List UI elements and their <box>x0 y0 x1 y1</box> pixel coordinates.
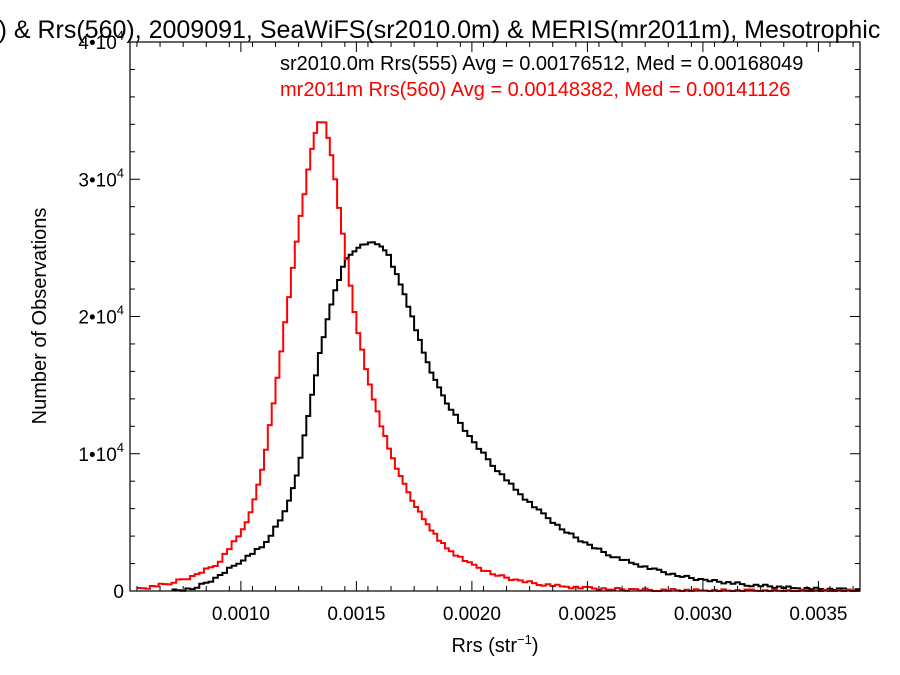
y-tick-label: 1•104 <box>78 440 124 466</box>
chart-title: Rrs(555) & Rrs(560), 2009091, SeaWiFS(sr… <box>0 16 880 44</box>
plot-area <box>129 41 861 592</box>
series-line-sr2010-rrs555 <box>171 241 860 592</box>
x-axis-label: Rrs (str−1) <box>451 632 538 657</box>
y-tick-label: 3•104 <box>78 165 124 191</box>
y-tick-label: 0 <box>113 582 124 603</box>
x-tick-label: 0.0030 <box>674 604 732 625</box>
x-tick-label: 0.0035 <box>789 604 847 625</box>
y-axis-label: Number of Observations <box>29 208 51 425</box>
x-axis-label-text: Rrs (str <box>451 635 517 657</box>
x-axis: 0.0010 0.0015 0.0020 0.0025 0.0030 0.0035 <box>136 42 854 625</box>
x-axis-label-exponent: −1 <box>517 632 532 647</box>
x-tick-label: 0.0010 <box>212 604 270 625</box>
x-tick-label: 0.0025 <box>558 604 616 625</box>
x-tick-label: 0.0015 <box>327 604 385 625</box>
series-line-mr2011-rrs560 <box>136 121 860 592</box>
x-axis-label-suffix: ) <box>532 635 539 657</box>
y-axis: 0 1•104 2•104 3•104 4•104 <box>78 28 860 603</box>
y-tick-label: 2•104 <box>78 303 124 329</box>
y-tick-label: 4•104 <box>78 28 124 54</box>
plot-frame <box>129 41 861 592</box>
legend-entry-sr2010: sr2010.0m Rrs(555) Avg = 0.00176512, Med… <box>280 53 803 75</box>
series-layer <box>136 121 860 592</box>
x-tick-label: 0.0020 <box>443 604 501 625</box>
legend-entry-mr2011: mr2011m Rrs(560) Avg = 0.00148382, Med =… <box>280 79 790 101</box>
